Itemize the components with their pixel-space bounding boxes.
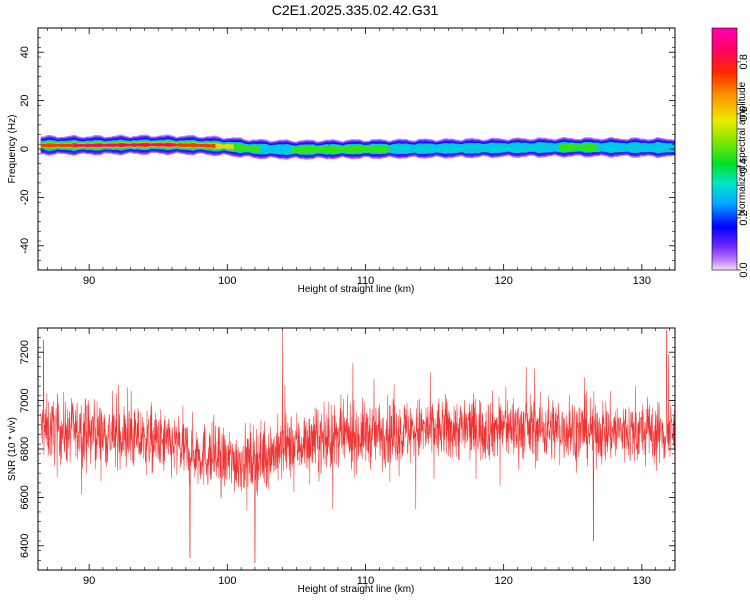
spectrogram-band [40, 134, 675, 160]
colorbar-label: Normalized spectral amplitude [737, 81, 748, 216]
colorbar-tick-label: 0.8 [738, 54, 750, 69]
y-tick-label: 40 [19, 46, 31, 58]
x-tick-label: 130 [633, 275, 651, 287]
spectrogram-ylabel: Frequency (Hz) [7, 115, 18, 184]
snr-ylabel: SNR (10 * v/v) [7, 417, 18, 481]
x-tick-label: 100 [218, 575, 236, 587]
chart-title: C2E1.2025.335.02.42.G31 [271, 2, 439, 18]
colorbar-gradient [712, 28, 737, 271]
y-tick-label: 6600 [19, 485, 31, 509]
colorbar-tick-label: 0.4 [738, 158, 750, 173]
snr-xlabel: Height of straight line (km) [298, 584, 415, 595]
y-tick-label: -20 [19, 189, 31, 205]
y-tick-label: 6800 [19, 437, 31, 461]
x-tick-label: 100 [218, 275, 236, 287]
y-tick-label: 7200 [19, 340, 31, 364]
spectrogram-level [73, 143, 176, 147]
colorbar-ticks: 0.0 0.2 0.4 0.6 0.8 [737, 54, 750, 278]
colorbar-tick-label: 0.6 [738, 106, 750, 121]
x-tick-label: 90 [83, 575, 95, 587]
x-tick-label: 120 [494, 575, 512, 587]
y-tick-label: 7000 [19, 388, 31, 412]
x-tick-label: 90 [83, 275, 95, 287]
x-tick-label: 110 [357, 575, 375, 587]
x-tick-label: 120 [494, 275, 512, 287]
x-tick-label: 130 [633, 575, 651, 587]
y-tick-label: 20 [19, 94, 31, 106]
snr-panel: 90 100 110 120 130 6400 6600 6800 7000 7200 Heigh… [7, 327, 676, 595]
y-tick-label: -40 [19, 238, 31, 254]
spectrogram-ticks: 90 100 110 120 130 -40 -20 0 20 40 [19, 27, 675, 287]
colorbar-tick-label: 0.0 [738, 262, 750, 277]
y-tick-label: 6400 [19, 534, 31, 558]
snr-ticks: 90 100 110 120 130 6400 6600 6800 7000 7200 [19, 327, 675, 587]
colorbar: 0.0 0.2 0.4 0.6 0.8 Normalized spectral ampl… [711, 27, 750, 278]
x-tick-label: 110 [357, 275, 375, 287]
snr-series-line [40, 330, 675, 564]
spectrogram-panel: 90 100 110 120 130 -40 -20 0 20 40 Height of stra… [7, 27, 676, 295]
spectrogram-xlabel: Height of straight line (km) [298, 284, 415, 295]
y-tick-label: 0 [19, 146, 31, 152]
colorbar-tick-label: 0.2 [738, 210, 750, 225]
